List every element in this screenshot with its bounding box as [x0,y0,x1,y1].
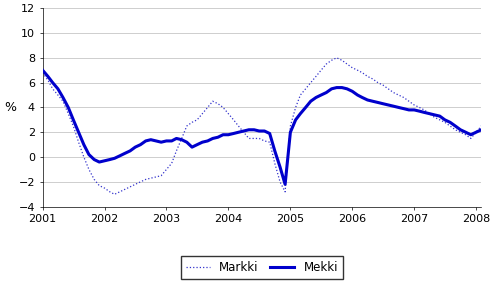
Y-axis label: %: % [4,101,16,114]
Legend: Markki, Mekki: Markki, Mekki [181,256,343,279]
Line: Mekki: Mekki [43,64,495,184]
Line: Markki: Markki [43,39,495,194]
